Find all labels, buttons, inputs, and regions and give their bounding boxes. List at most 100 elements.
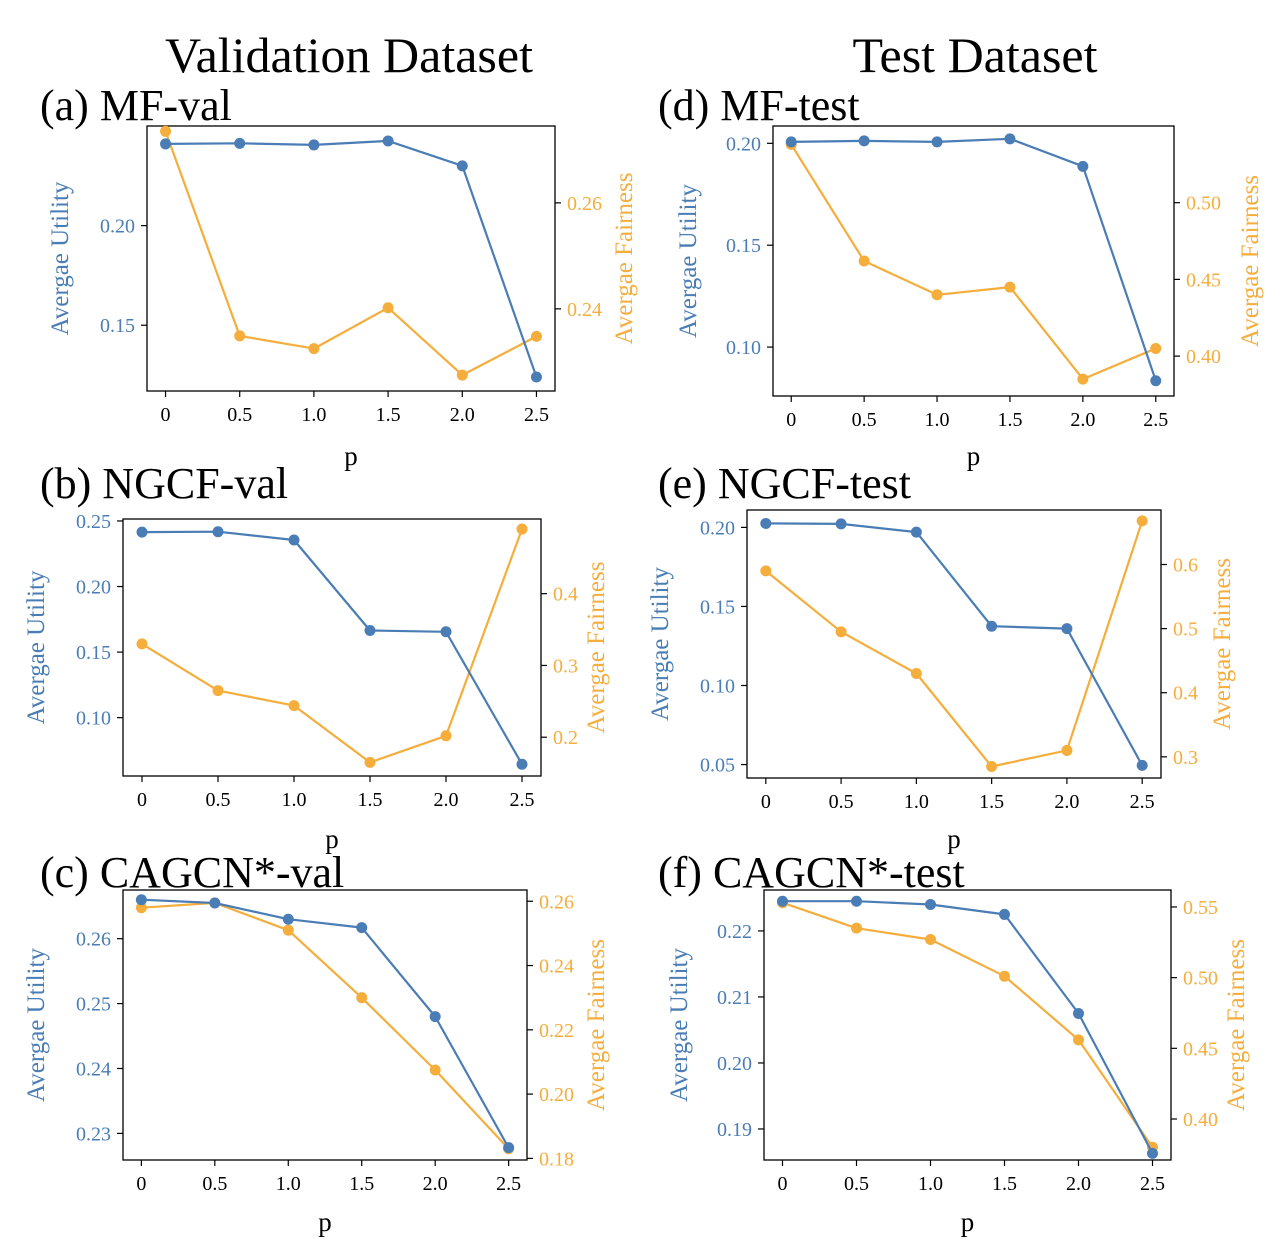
x-tick-label: 0.5 (227, 404, 252, 426)
fairness-point (440, 730, 452, 742)
x-axis-label: p (947, 824, 961, 854)
fairness-point (851, 922, 862, 934)
right-y-axis-label: Avergae Fairness (1237, 175, 1264, 347)
utility-point (1073, 1007, 1084, 1019)
right-y-tick-label: 0.50 (1183, 968, 1218, 990)
fairness-point (516, 523, 528, 535)
x-tick-label: 0.5 (844, 1173, 869, 1195)
utility-point (308, 139, 320, 151)
left-y-axis-label: Avergae Utility (23, 570, 50, 724)
x-tick-label: 1.0 (282, 789, 307, 811)
utility-point (785, 136, 797, 148)
x-tick-label: 0 (761, 791, 771, 813)
fairness-point (212, 685, 224, 697)
left-y-axis-label: Avergae Utility (23, 948, 50, 1102)
x-tick-label: 2.5 (1130, 791, 1155, 813)
utility-point (356, 922, 368, 934)
fairness-point (910, 667, 922, 679)
utility-point (440, 626, 452, 638)
x-tick-label: 2.0 (450, 404, 475, 426)
utility-point (382, 135, 394, 147)
panel-title: (c) CAGCN*-val (40, 848, 344, 897)
x-tick-label: 1.5 (358, 789, 383, 811)
fairness-series-line (141, 528, 524, 764)
utility-point (503, 1142, 515, 1154)
left-y-axis-label: Avergae Utility (675, 184, 702, 338)
x-axis-label: p (325, 824, 339, 854)
utility-point (986, 620, 998, 632)
plot-frame (772, 125, 1175, 397)
plot-frame (746, 509, 1162, 779)
right-y-tick-label: 0.26 (567, 193, 602, 215)
left-y-tick-label: 0.15 (726, 235, 761, 257)
utility-series-line (141, 898, 510, 1149)
right-y-axis-label: Avergae Fairness (583, 939, 610, 1111)
left-y-tick-label: 0.05 (700, 755, 735, 777)
x-tick-label: 2.0 (423, 1173, 448, 1195)
x-tick-label: 1.5 (997, 409, 1022, 431)
fairness-point (160, 125, 172, 137)
fairness-point (999, 970, 1010, 982)
x-tick-label: 1.0 (301, 404, 326, 426)
fairness-point (1061, 744, 1073, 756)
right-y-tick-label: 0.24 (567, 299, 602, 321)
left-y-tick-label: 0.19 (717, 1119, 752, 1141)
right-y-tick-label: 0.26 (539, 891, 574, 913)
left-y-tick-label: 0.20 (100, 216, 135, 238)
right-y-tick-label: 0.3 (1173, 747, 1198, 769)
utility-point (364, 624, 376, 636)
right-y-tick-label: 0.50 (1186, 193, 1221, 215)
utility-point (288, 534, 300, 546)
utility-point (1136, 759, 1148, 771)
utility-point (429, 1011, 441, 1023)
x-tick-label: 0 (778, 1173, 788, 1195)
utility-series-line (165, 139, 538, 378)
fairness-point (382, 302, 394, 314)
x-tick-label: 0.5 (829, 791, 854, 813)
fairness-point (234, 330, 246, 342)
right-y-axis-label: Avergae Fairness (1223, 939, 1250, 1111)
right-y-tick-label: 0.4 (1173, 683, 1198, 705)
fairness-point (456, 369, 468, 381)
right-y-tick-label: 0.5 (1173, 619, 1198, 641)
left-y-tick-label: 0.15 (76, 642, 111, 664)
fairness-series-line (782, 901, 1154, 1148)
x-tick-label: 2.0 (1070, 409, 1095, 431)
right-y-tick-label: 0.45 (1183, 1038, 1218, 1060)
utility-point (760, 517, 772, 529)
fairness-series-line (790, 143, 1157, 381)
left-y-tick-label: 0.25 (76, 511, 111, 533)
chart-panel-d: (d) MF-test 0 0.5 1.0 1.5 2.0 2.5 0.10 0.15 0.20 0… (658, 81, 1264, 471)
fairness-point (931, 289, 943, 301)
left-y-tick-label: 0.15 (100, 315, 135, 337)
fairness-point (356, 992, 368, 1004)
panel-title: (d) MF-test (658, 81, 860, 130)
utility-point (777, 895, 788, 907)
x-tick-label: 1.5 (979, 791, 1004, 813)
fairness-point (136, 638, 148, 650)
panel-title: (e) NGCF-test (658, 459, 911, 508)
x-axis-label: p (961, 1207, 975, 1237)
fairness-point (308, 343, 320, 355)
utility-point (1004, 133, 1016, 145)
left-y-tick-label: 0.25 (76, 994, 111, 1016)
x-tick-label: 2.0 (1054, 791, 1079, 813)
fairness-point (1077, 373, 1089, 385)
right-y-tick-label: 0.55 (1183, 897, 1218, 919)
utility-point (530, 371, 542, 383)
fairness-point (986, 760, 998, 772)
fairness-point (1004, 281, 1016, 293)
x-tick-label: 1.5 (349, 1173, 374, 1195)
utility-series-line (141, 530, 523, 765)
fairness-point (760, 565, 772, 577)
x-tick-label: 2.5 (1143, 409, 1168, 431)
column-title-validation: Validation Dataset (165, 27, 533, 83)
utility-point (1147, 1147, 1158, 1159)
left-y-tick-label: 0.20 (700, 517, 735, 539)
fairness-series-line (765, 520, 1144, 768)
right-y-tick-label: 0.40 (1186, 346, 1221, 368)
x-tick-label: 0 (786, 409, 796, 431)
plot-frame (122, 518, 542, 777)
